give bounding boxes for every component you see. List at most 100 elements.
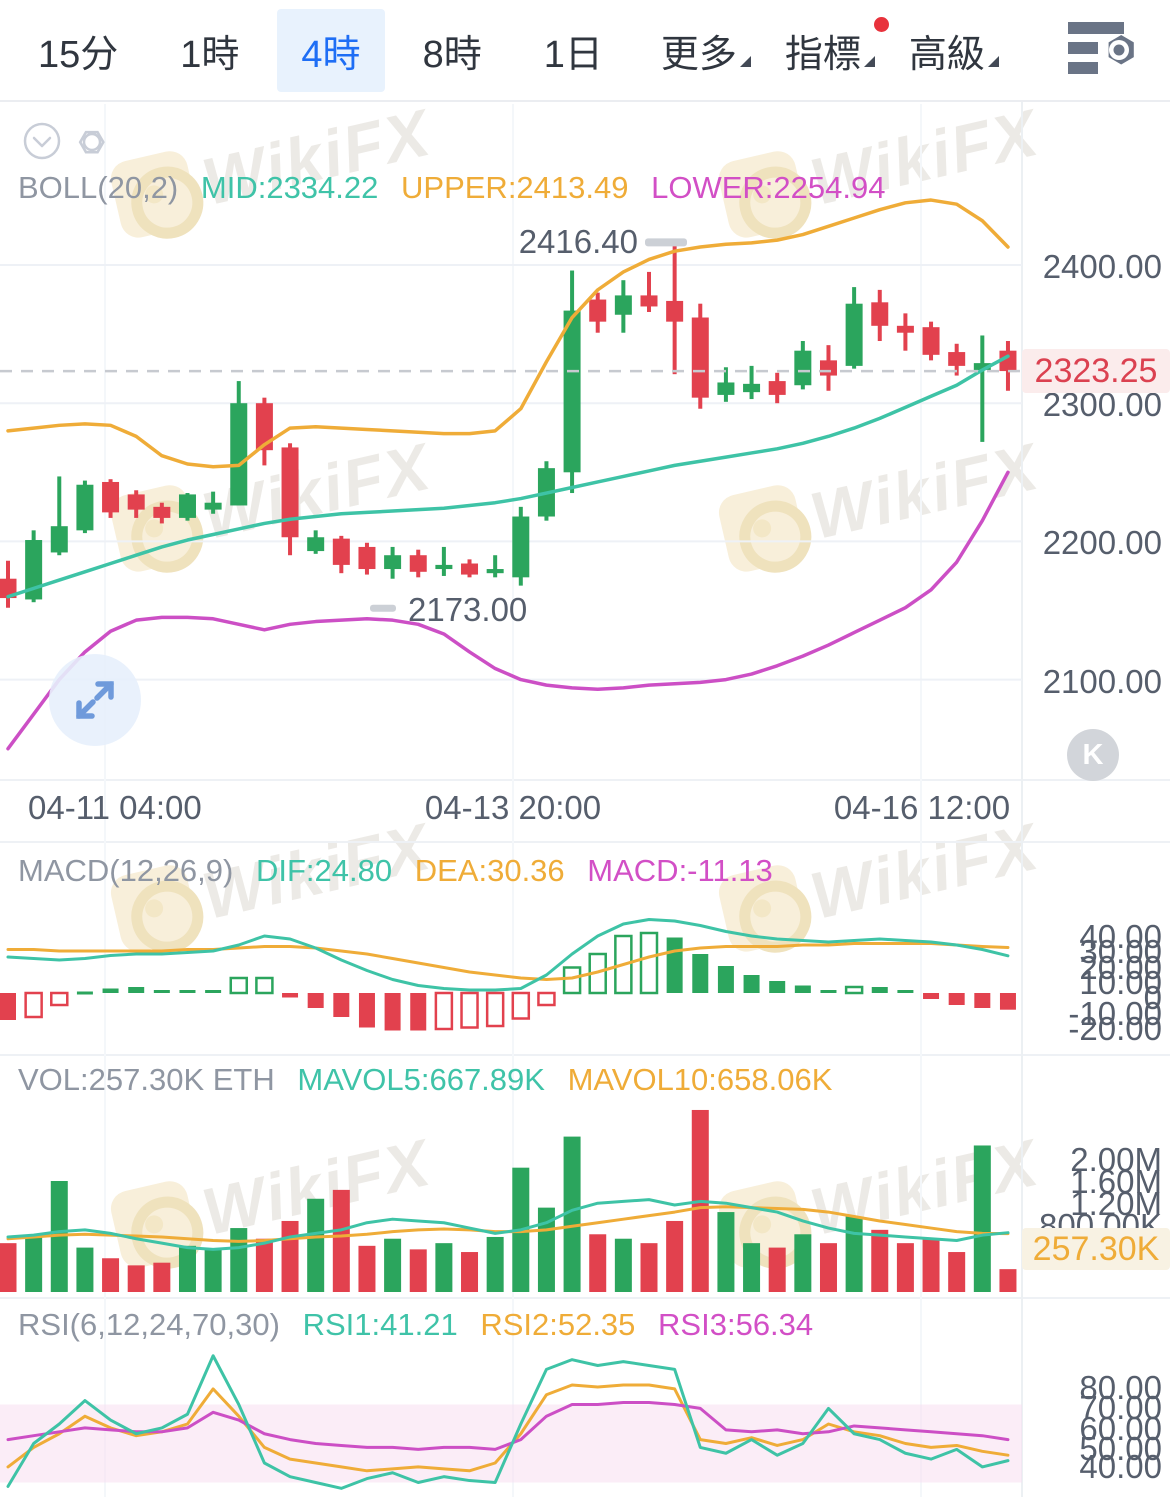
candle-body	[486, 569, 504, 574]
pane-divider	[0, 1297, 1170, 1299]
macd-histogram-bar	[410, 993, 427, 1031]
caret-icon	[987, 55, 999, 67]
volume-bar	[563, 1136, 581, 1292]
macd-histogram-bar	[229, 976, 249, 995]
candle-wick	[980, 335, 985, 442]
jump-to-latest-label: K	[1082, 738, 1104, 771]
macd-histogram-bar	[179, 990, 196, 993]
rsi2-value: RSI2:52.35	[480, 1307, 636, 1342]
candle-body	[589, 299, 607, 322]
volume-bar	[973, 1145, 991, 1292]
volume-bar	[0, 1243, 17, 1292]
volume-bar	[127, 1265, 145, 1292]
volume-bar	[717, 1212, 735, 1292]
timeframe-tab-1[interactable]: 15分	[38, 33, 119, 76]
macd-params: MACD(12,26,9)	[18, 853, 234, 888]
macd-histogram-bar	[205, 990, 222, 993]
menu-indicators[interactable]: 指標	[785, 16, 889, 78]
axis-tick-label: 0	[1143, 979, 1162, 1016]
boll-indicator-row: BOLL(20,2) MID:2334.22 UPPER:2413.49 LOW…	[18, 170, 899, 206]
candle-body	[204, 502, 222, 510]
volume-bar	[999, 1269, 1017, 1292]
candle-body	[640, 295, 658, 307]
vol-value: VOL:257.30K ETH	[18, 1062, 275, 1097]
macd-histogram-bar	[717, 966, 734, 993]
candle-wick	[647, 271, 651, 312]
current-volume-label: 257.30K	[1022, 1228, 1170, 1270]
macd-histogram-bar	[76, 991, 93, 995]
timeframe-tab-3[interactable]: 4時	[277, 8, 385, 92]
macd-histogram-bar	[692, 954, 709, 993]
volume-bar	[486, 1236, 504, 1292]
chart-settings-nut-icon[interactable]	[78, 130, 105, 154]
candle-body	[102, 481, 120, 513]
candle-body	[614, 295, 632, 315]
boll-upper-line	[6, 198, 1010, 469]
macd-histogram-bar	[974, 993, 991, 1008]
macd-histogram-bar	[639, 931, 659, 995]
macd-histogram-bar	[307, 993, 324, 1008]
volume-bar	[819, 1243, 837, 1292]
candle-body	[255, 403, 273, 451]
axis-tick-label: 60.00	[1079, 1410, 1162, 1447]
volume-bar	[384, 1238, 402, 1292]
menu-advanced[interactable]: 高級	[909, 23, 999, 78]
candle-body	[666, 300, 684, 322]
macd-histogram-bar	[769, 981, 786, 993]
volume-bar	[948, 1252, 966, 1292]
candle-wick	[441, 546, 446, 576]
menu-advanced-label: 高級	[908, 33, 985, 76]
volume-bar	[589, 1234, 607, 1292]
candle-body	[0, 578, 17, 599]
volume-bar	[332, 1189, 350, 1292]
macd-histogram-bar	[923, 993, 940, 999]
axis-tick-label: 30.00	[1079, 933, 1162, 970]
axis-tick-label: 2200.00	[1042, 524, 1162, 562]
candle-body	[230, 403, 248, 506]
timeframe-tab-5[interactable]: 1日	[543, 33, 603, 76]
macd-histogram-bar	[614, 934, 633, 995]
list-gear-icon[interactable]	[1066, 16, 1144, 85]
candle-body	[973, 363, 991, 371]
candle-body	[358, 546, 376, 570]
candle-body	[999, 350, 1017, 372]
timeframe-tabs: 15分 1時 4時 8時 1日	[0, 8, 627, 92]
macd-dea-line	[6, 942, 1010, 981]
low-price-marker: 2173.00	[408, 590, 528, 628]
volume-bar	[614, 1238, 632, 1292]
candle-body	[25, 540, 43, 600]
volume-bar	[845, 1216, 863, 1292]
candle-wick	[749, 365, 754, 400]
boll-mid-line	[6, 354, 1010, 599]
volume-bar	[230, 1228, 248, 1292]
macd-histogram-bar	[102, 988, 119, 993]
macd-histogram-bar	[0, 993, 16, 1020]
timeframe-tab-2[interactable]: 1時	[180, 33, 240, 76]
volume-bar	[307, 1198, 325, 1292]
candle-body	[332, 538, 350, 565]
axis-tick-label: 1.20M	[1070, 1185, 1162, 1222]
candle-body	[845, 303, 863, 366]
candle-body	[76, 484, 94, 531]
rsi3-line	[6, 1401, 1010, 1451]
volume-bar	[768, 1247, 786, 1292]
jump-to-latest-button[interactable]: K	[1067, 729, 1119, 781]
macd-histogram-bar	[948, 993, 965, 1005]
macd-histogram-bar	[999, 993, 1016, 1010]
volume-bar	[409, 1249, 427, 1292]
volume-bar	[896, 1243, 914, 1292]
candle-body	[922, 327, 940, 355]
x-axis-label: 04-11 04:00	[28, 789, 202, 826]
collapse-chevron-icon[interactable]	[23, 122, 61, 160]
macd-histogram-bar	[384, 993, 401, 1031]
rsi-params: RSI(6,12,24,70,30)	[18, 1307, 280, 1342]
current-price-label: 2323.25	[1022, 349, 1170, 394]
menu-more[interactable]: 更多	[661, 23, 751, 78]
expand-chart-button[interactable]	[49, 654, 141, 746]
timeframe-tab-4[interactable]: 8時	[422, 33, 482, 76]
x-axis-label: 04-16 12:00	[833, 789, 1011, 826]
candle-body	[743, 383, 761, 393]
macd-histogram-bar	[562, 966, 582, 995]
candle-body	[717, 382, 735, 395]
